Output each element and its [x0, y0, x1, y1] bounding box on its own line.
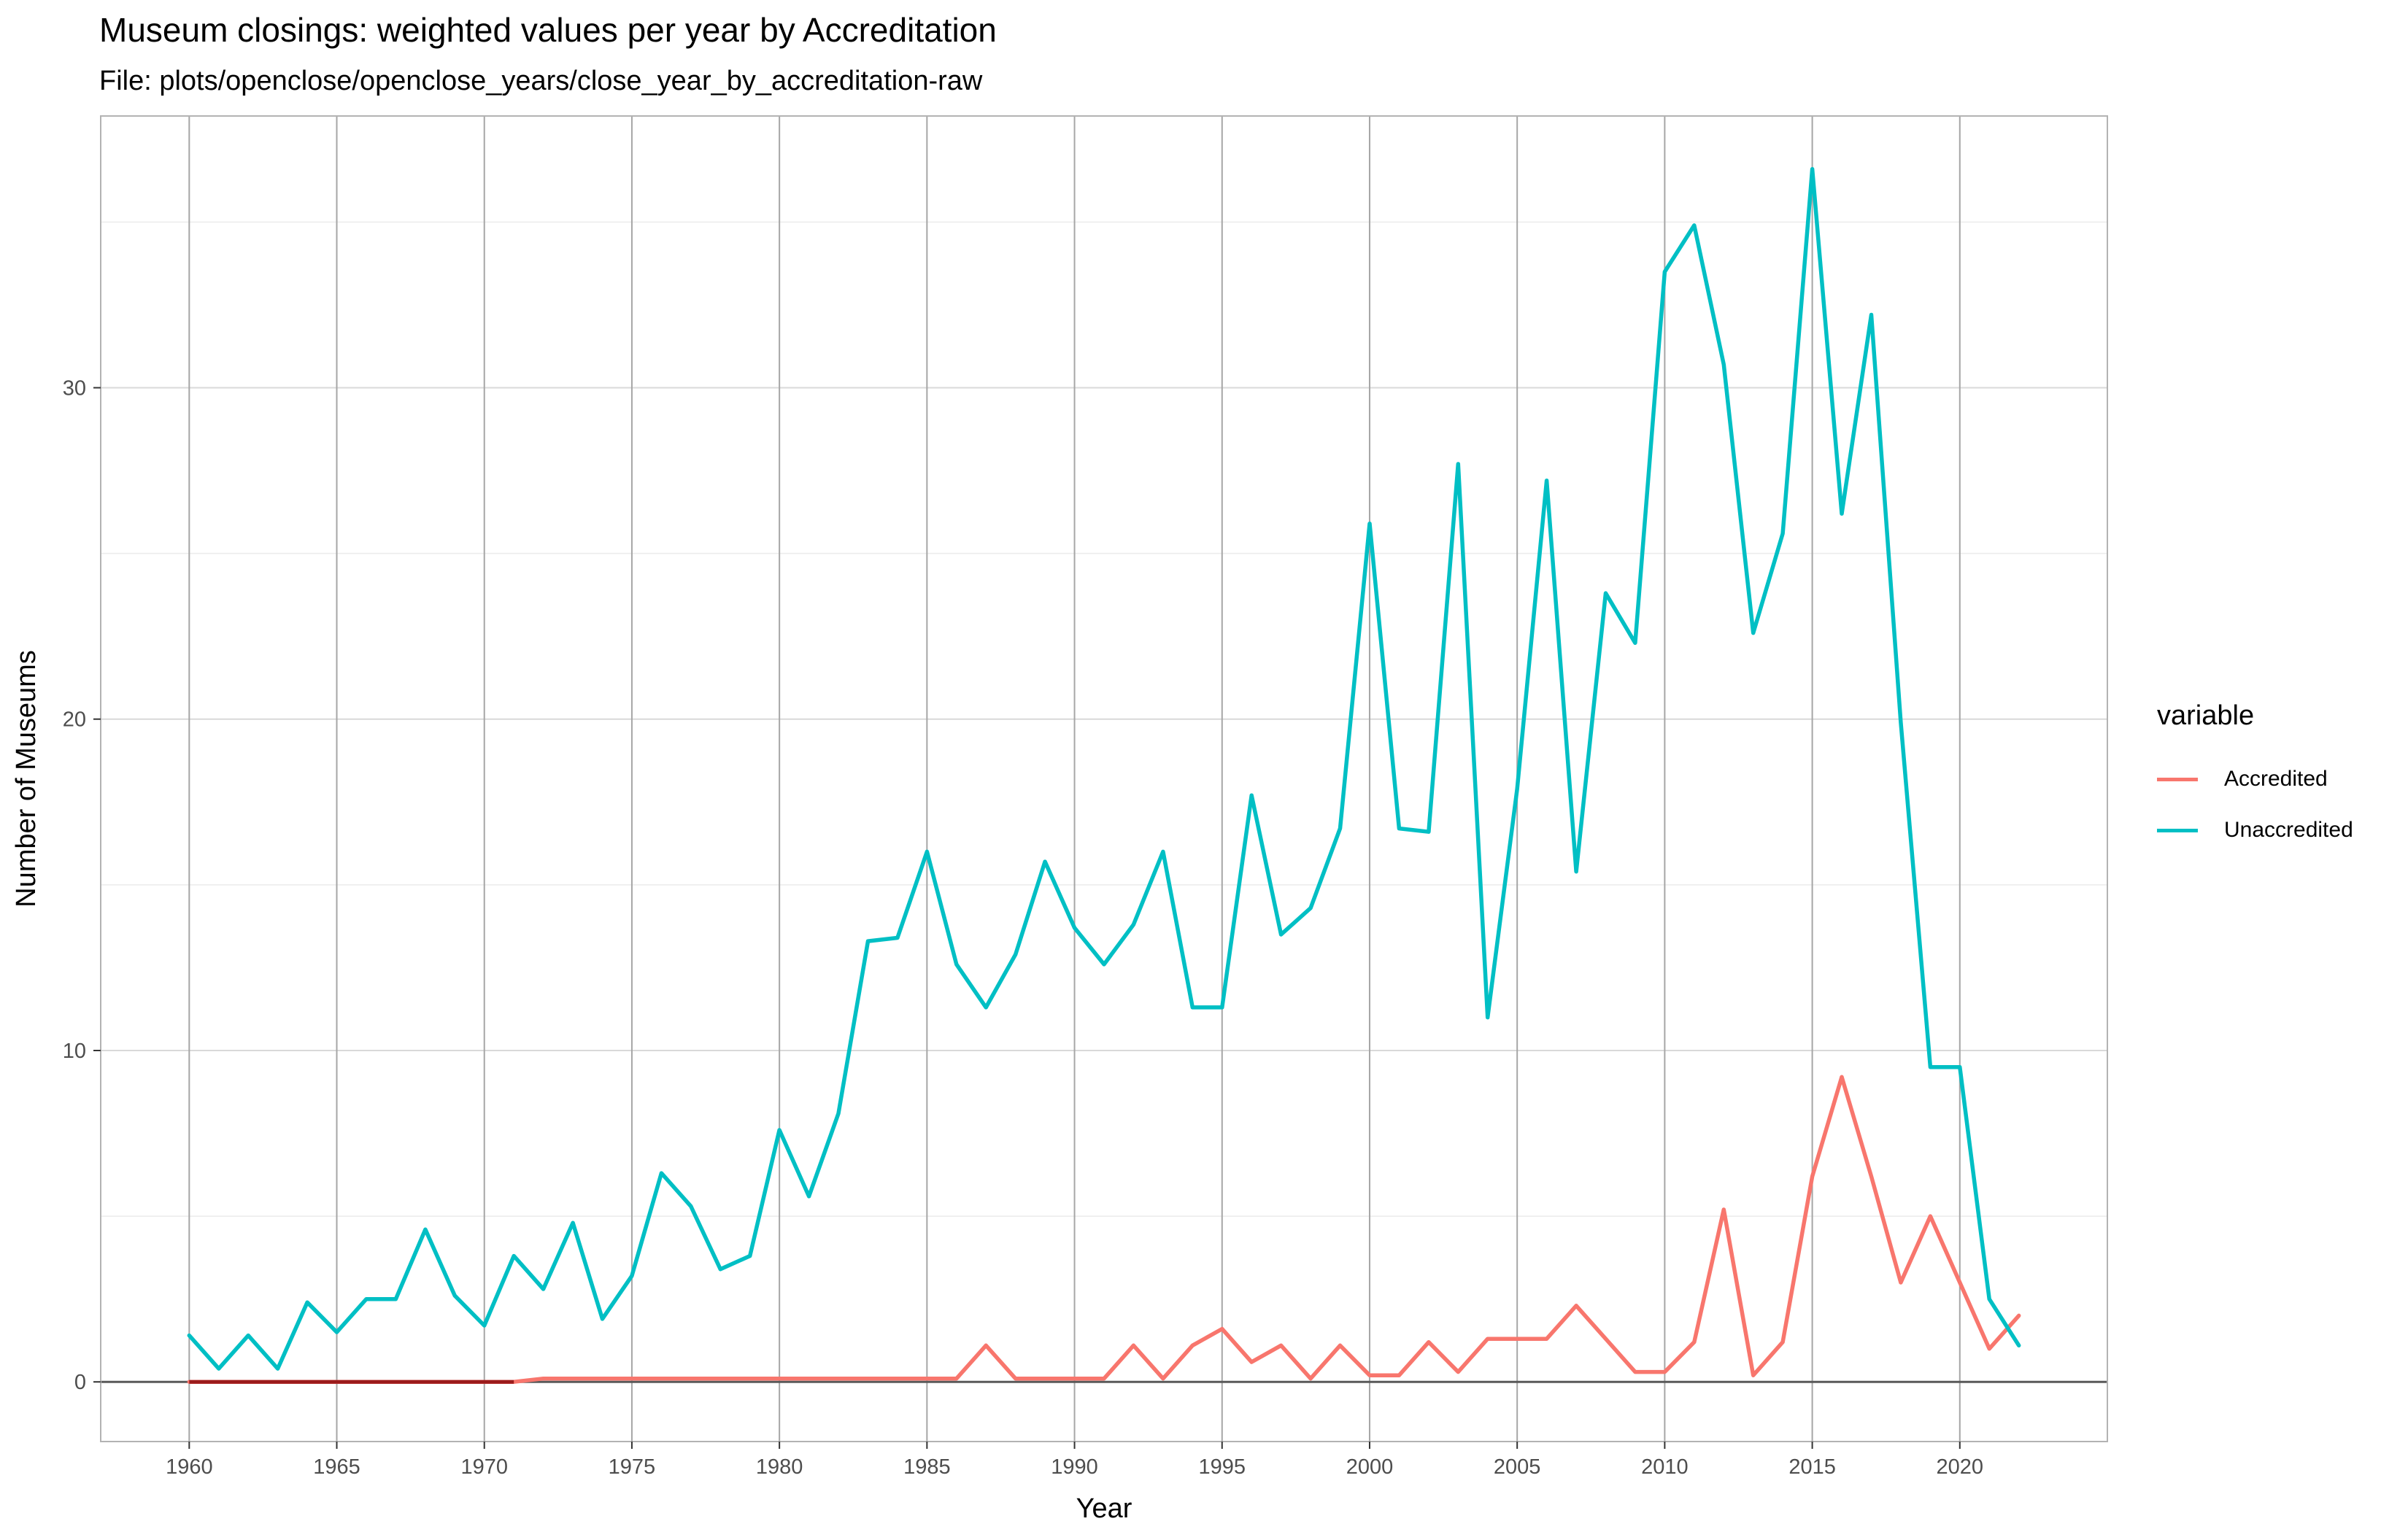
legend-key-accredited — [2157, 778, 2198, 781]
x-tick-label: 1970 — [460, 1455, 508, 1479]
series-line-accredited — [189, 1077, 2018, 1382]
x-tick-label: 1985 — [903, 1455, 951, 1479]
plot-panel-border — [101, 116, 2107, 1442]
legend-label-unaccredited: Unaccredited — [2224, 818, 2353, 843]
x-tick-label: 1995 — [1199, 1455, 1246, 1479]
x-axis-title: Year — [1076, 1493, 1132, 1524]
y-tick-label: 0 — [74, 1371, 86, 1394]
y-tick-label: 10 — [63, 1040, 86, 1063]
series-line-unaccredited — [189, 169, 2018, 1369]
series-lines — [189, 169, 2018, 1382]
x-tick-label: 1980 — [756, 1455, 803, 1479]
legend-item-unaccredited: Unaccredited — [2157, 805, 2353, 856]
x-tick-label: 1960 — [166, 1455, 213, 1479]
x-tick-label: 2015 — [1788, 1455, 1836, 1479]
x-tick-label: 1990 — [1051, 1455, 1098, 1479]
x-tick-label: 2005 — [1494, 1455, 1541, 1479]
y-tick-label: 20 — [63, 708, 86, 732]
legend-label-accredited: Accredited — [2224, 767, 2328, 792]
x-tick-label: 2020 — [1937, 1455, 1984, 1479]
legend-key-unaccredited — [2157, 829, 2198, 832]
y-tick-label: 30 — [63, 376, 86, 400]
x-tick-label: 2000 — [1346, 1455, 1394, 1479]
legend-item-accredited: Accredited — [2157, 754, 2353, 805]
gridlines — [101, 116, 2107, 1442]
x-tick-label: 1965 — [313, 1455, 360, 1479]
legend-title: variable — [2157, 700, 2353, 732]
y-axis-title: Number of Museums — [11, 650, 42, 908]
x-tick-label: 1975 — [609, 1455, 656, 1479]
legend: variable Accredited Unaccredited — [2157, 700, 2353, 856]
x-tick-label: 2010 — [1641, 1455, 1689, 1479]
